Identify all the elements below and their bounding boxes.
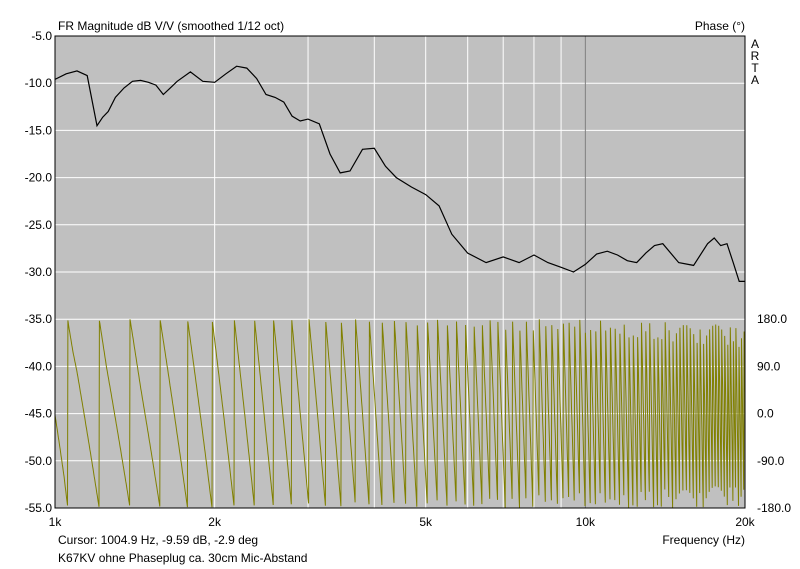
y-tick-label: -50.0: [25, 454, 53, 468]
phase-axis-ticks: 180.0 90.0 0.0 -90.0 -180.0: [757, 312, 791, 515]
x-tick-label: 2k: [208, 515, 222, 529]
watermark-letter: R: [751, 49, 760, 63]
x-axis-ticks: 1k 2k 5k 10k 20k: [49, 515, 756, 529]
plot-border: [54, 35, 746, 509]
y-tick-label: -55.0: [25, 501, 53, 515]
magnitude-line: [54, 65, 745, 282]
y-tick-label: -35.0: [25, 312, 53, 326]
magnitude-series: [54, 65, 745, 282]
phase-tick-label: -90.0: [757, 454, 785, 468]
chart-title: FR Magnitude dB V/V (smoothed 1/12 oct): [58, 19, 284, 33]
phase-tick-label: 90.0: [757, 359, 781, 373]
x-tick-label: 10k: [576, 515, 596, 529]
watermark-letter: A: [751, 73, 759, 87]
y-tick-label: -20.0: [25, 171, 53, 185]
phase-series: [54, 319, 746, 508]
phase-axis-title: Phase (°): [695, 19, 745, 33]
y-tick-label: -30.0: [25, 265, 53, 279]
y-tick-label: -10.0: [25, 76, 53, 90]
watermark-letter: A: [751, 37, 759, 51]
cursor-readout: Cursor: 1004.9 Hz, -9.59 dB, -2.9 deg: [58, 533, 258, 547]
watermark-letter: T: [751, 61, 759, 75]
y-tick-label: -45.0: [25, 407, 53, 421]
y-tick-label: -40.0: [25, 359, 53, 373]
x-tick-label: 20k: [735, 515, 755, 529]
y-tick-label: -15.0: [25, 123, 53, 137]
x-tick-label: 5k: [419, 515, 433, 529]
chart-caption: K67KV ohne Phaseplug ca. 30cm Mic-Abstan…: [58, 551, 307, 565]
x-tick-label: 1k: [49, 515, 63, 529]
y-tick-label: -5.0: [31, 29, 52, 43]
phase-tick-label: 180.0: [757, 312, 787, 326]
phase-tick-label: 0.0: [757, 407, 774, 421]
phase-line: [54, 319, 746, 508]
y-tick-label: -25.0: [25, 218, 53, 232]
phase-tick-label: -180.0: [757, 501, 791, 515]
y-axis-ticks: -5.0 -10.0 -15.0 -20.0 -25.0 -30.0 -35.0 -40.0 -…: [25, 29, 53, 515]
x-axis-title: Frequency (Hz): [662, 533, 745, 547]
